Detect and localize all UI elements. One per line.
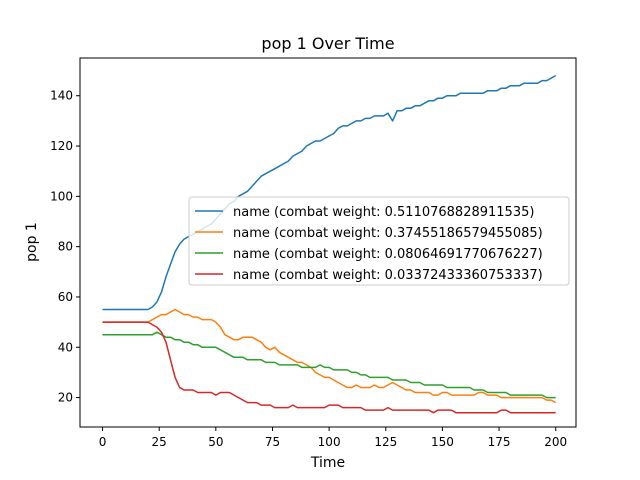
- x-axis-label: Time: [310, 455, 345, 471]
- y-tick-label: 40: [58, 340, 73, 354]
- y-tick-label: 140: [50, 89, 73, 103]
- y-axis-ticks: 20 40 60 80 100 120 140: [50, 89, 80, 405]
- series-line-4: [102, 321, 556, 414]
- y-tick-label: 100: [50, 189, 73, 203]
- series-line-3: [102, 331, 556, 399]
- x-tick-label: 25: [152, 435, 167, 449]
- x-tick-label: 150: [431, 435, 454, 449]
- plot-frame: [79, 57, 577, 428]
- y-tick-label: 120: [50, 139, 73, 153]
- legend: name (combat weight: 0.5110768828911535)…: [188, 196, 570, 286]
- y-axis-label: pop 1: [24, 222, 40, 262]
- legend-label: name (combat weight: 0.5110768828911535): [233, 205, 534, 220]
- plot-area: [79, 57, 577, 428]
- x-tick-label: 75: [265, 435, 280, 449]
- x-tick-label: 175: [488, 435, 511, 449]
- y-tick-label: 20: [58, 391, 73, 405]
- y-tick-label: 60: [58, 290, 73, 304]
- legend-box: [188, 196, 570, 286]
- x-tick-label: 100: [318, 435, 341, 449]
- legend-label: name (combat weight: 0.37455186579455085…: [233, 226, 543, 241]
- legend-label: name (combat weight: 0.03372433360753337…: [233, 268, 543, 283]
- x-tick-label: 200: [544, 435, 567, 449]
- x-tick-label: 125: [374, 435, 397, 449]
- y-tick-label: 80: [58, 240, 73, 254]
- chart-title: pop 1 Over Time: [261, 34, 394, 53]
- x-tick-label: 50: [208, 435, 223, 449]
- x-tick-label: 0: [99, 435, 107, 449]
- series-line-2: [102, 308, 557, 404]
- legend-label: name (combat weight: 0.08064691770676227…: [233, 247, 543, 262]
- x-axis-ticks: 0 25 50 75 100 125 150 175 200: [99, 427, 567, 449]
